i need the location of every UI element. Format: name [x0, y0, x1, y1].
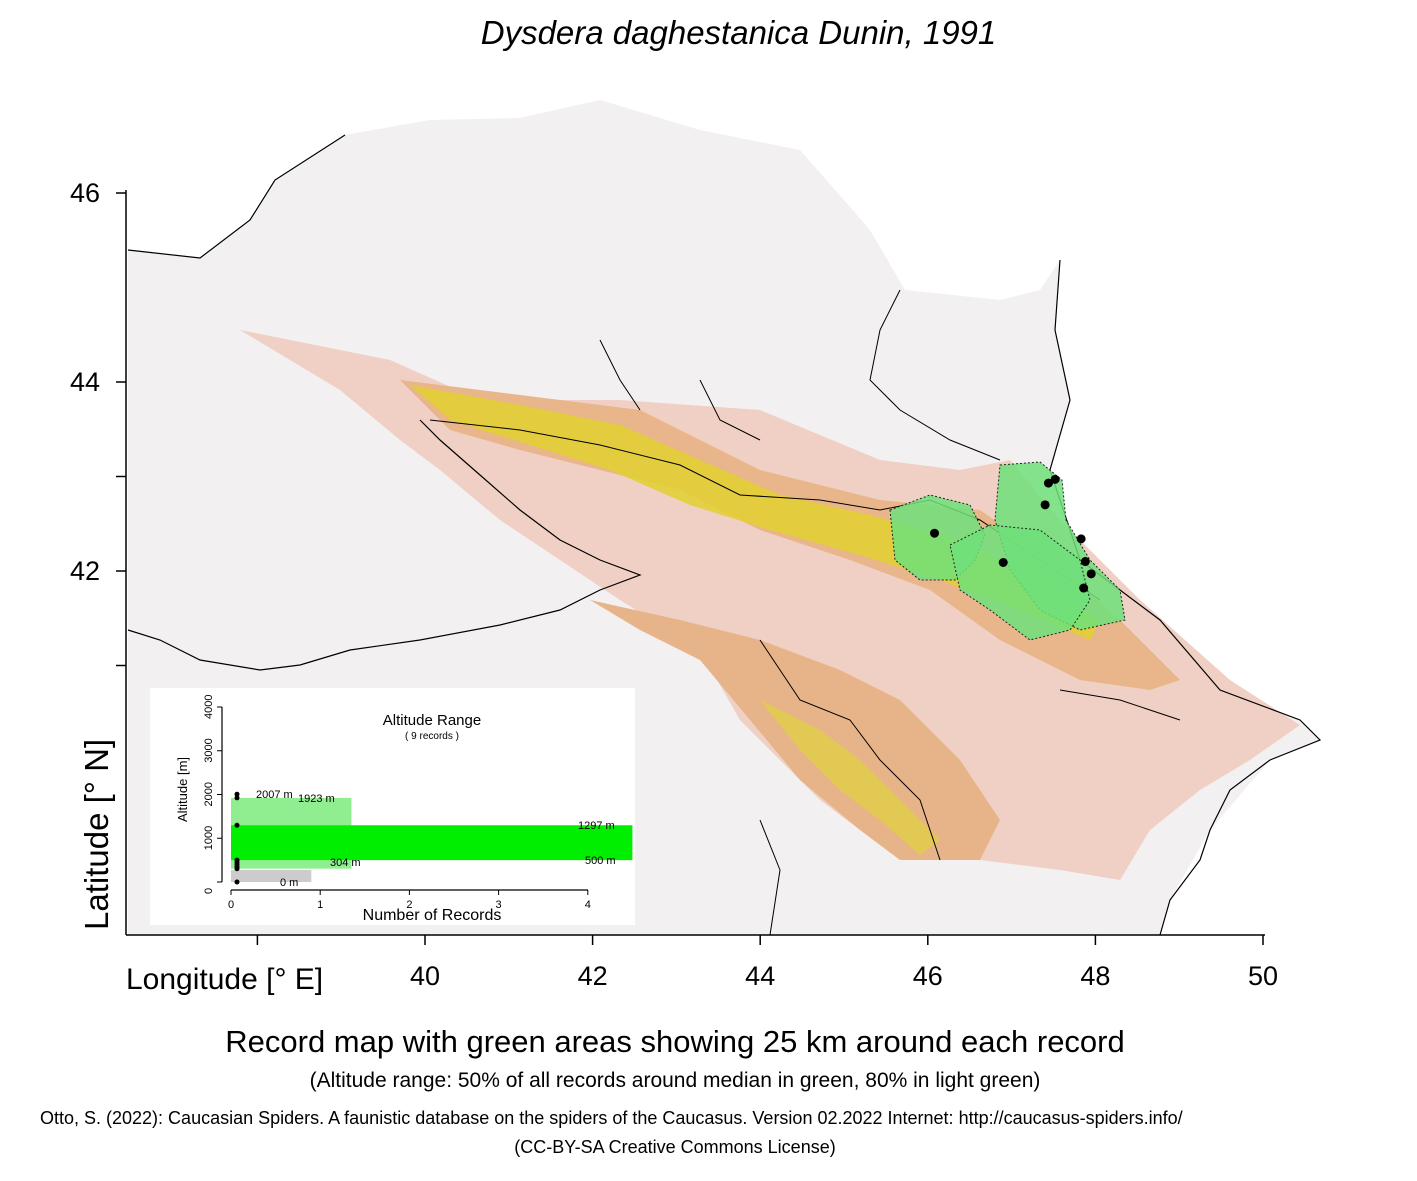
inset-x-tick-label: 1	[317, 899, 323, 911]
buffer-area-central	[949, 524, 1091, 641]
x-tick-label: 44	[745, 961, 775, 991]
inset-altitude-point	[234, 795, 240, 801]
y-tick-label: 46	[70, 178, 100, 208]
record-point	[930, 528, 940, 538]
record-point	[1076, 534, 1086, 544]
range-bar-p25-p75	[231, 825, 633, 861]
buffer-areas	[889, 461, 1126, 641]
inset-y-ticks: 0 1000 2000 3000 4000	[203, 695, 222, 894]
y-tick-label: 44	[70, 367, 100, 397]
record-point	[1043, 478, 1053, 488]
inset-altitude-point	[234, 822, 240, 828]
inset-y-tick-label: 3000	[203, 738, 215, 762]
elevation-low	[240, 330, 1300, 880]
x-tick-label: 46	[913, 961, 943, 991]
inset-x-tick-label: 2	[406, 899, 412, 911]
x-tick-label: 50	[1248, 961, 1278, 991]
citation: Otto, S. (2022): Caucasian Spiders. A fa…	[40, 1108, 1183, 1128]
label-p75: 1297 m	[578, 820, 615, 832]
altitude-inset: Altitude Range ( 9 records ) 01000200030…	[150, 688, 635, 925]
inset-y-tick-label: 4000	[203, 695, 215, 719]
inset-altitude-point	[234, 879, 240, 885]
record-point	[1080, 557, 1090, 567]
y-axis-ticks: 46 44 42	[70, 178, 126, 667]
record-point	[998, 557, 1008, 567]
black-sea-coast	[127, 134, 642, 671]
inset-altitude-point	[234, 866, 240, 872]
inset-y-tick-label: 0	[203, 888, 215, 894]
record-point	[1040, 500, 1050, 510]
inset-y-tick-label: 1000	[203, 826, 215, 850]
caption-altitude-note: (Altitude range: 50% of all records arou…	[309, 1069, 1041, 1092]
inset-y-label: Altitude [m]	[175, 757, 190, 822]
license: (CC-BY-SA Creative Commons License)	[514, 1137, 836, 1157]
label-max: 2007 m	[256, 789, 293, 801]
map-title: Dysdera daghestanica Dunin, 1991	[480, 14, 997, 51]
caspian-coast	[1049, 259, 1322, 936]
inset-y-tick-label: 2000	[203, 782, 215, 806]
label-p10: 304 m	[330, 857, 361, 869]
x-axis-label: Longitude [° E]	[126, 963, 323, 996]
inset-x-tick-label: 0	[228, 899, 234, 911]
inset-x-ticks: 0 1 2 3 4	[228, 890, 591, 911]
record-points	[930, 474, 1096, 593]
inset-background	[150, 688, 635, 925]
label-p25: 500 m	[585, 855, 616, 867]
inset-x-label: Number of Records	[363, 907, 502, 924]
inset-record-points	[234, 791, 240, 885]
high-mountain-belt	[410, 385, 1100, 640]
record-point	[1050, 474, 1060, 484]
record-point	[1079, 583, 1089, 593]
x-tick-label: 40	[410, 961, 440, 991]
range-bar-min-max	[231, 870, 312, 882]
inset-x-tick-label: 3	[496, 899, 502, 911]
inset-altitude-point	[234, 791, 240, 797]
caption-main: Record map with green areas showing 25 k…	[225, 1024, 1125, 1059]
y-axis-label: Latitude [° N]	[78, 739, 115, 930]
y-tick-label: 42	[70, 556, 100, 586]
high-mountain-south	[760, 700, 940, 855]
inset-title: Altitude Range	[383, 712, 481, 729]
country-borders	[429, 289, 1181, 936]
x-axis-ticks: 40 42 44 46 48 50	[256, 935, 1278, 991]
record-point	[1086, 569, 1096, 579]
x-tick-label: 48	[1080, 961, 1110, 991]
inset-range-bars	[231, 797, 633, 882]
label-min: 0 m	[280, 877, 298, 889]
label-p90: 1923 m	[298, 793, 335, 805]
x-tick-label: 42	[578, 961, 608, 991]
inset-x-tick-label: 4	[585, 899, 591, 911]
inset-subtitle: ( 9 records )	[405, 731, 459, 742]
